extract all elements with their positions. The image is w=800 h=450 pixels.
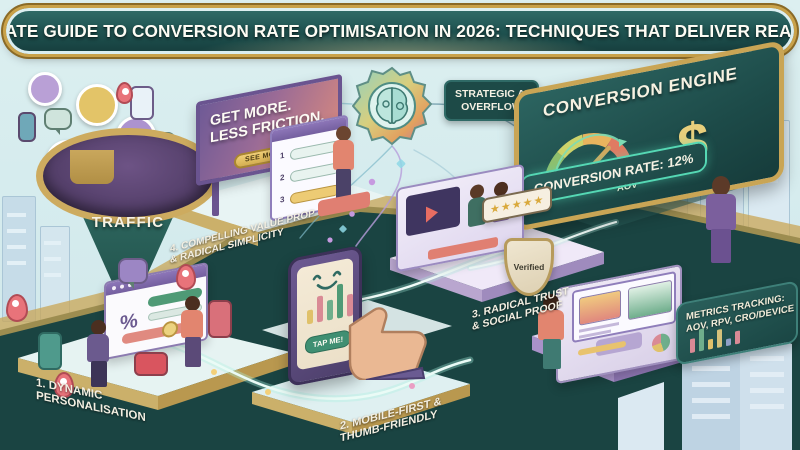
person-head: [336, 126, 351, 141]
title-glow: [190, 31, 610, 51]
page-title-banner: THE ULTIMATE GUIDE TO CONVERSION RATE OP…: [6, 8, 794, 54]
metrics-bar: [735, 330, 740, 345]
person-legs: [543, 339, 561, 369]
location-pin-icon: [176, 264, 196, 290]
person-head: [712, 176, 730, 196]
mobile-phone-icon: [18, 112, 36, 142]
avatar: [28, 72, 62, 106]
location-pin-icon: [6, 294, 28, 322]
tablet-icon: [130, 86, 154, 120]
coin-badge-icon: [162, 319, 178, 339]
form-row: 2: [280, 172, 285, 183]
form-row: 1: [280, 150, 285, 161]
funnel-bowl: [36, 128, 220, 224]
phone-bar: [327, 299, 333, 321]
monitor-screen: [572, 270, 676, 344]
person-body: [538, 310, 564, 340]
person-figure: [84, 320, 112, 387]
location-pin-icon: [116, 82, 133, 104]
person-body: [333, 140, 354, 170]
person-legs: [336, 169, 351, 201]
metrics-bar: [717, 328, 722, 348]
video-chat-icon: [44, 108, 72, 135]
area-chart-thumbnail: [579, 289, 621, 326]
metrics-bar: [708, 338, 713, 350]
window-dot: [112, 285, 116, 291]
mobile-phone-icon: [38, 332, 62, 370]
person-figure: [536, 294, 566, 369]
funnel-stem: [70, 150, 114, 184]
metrics-bar: [726, 338, 731, 347]
play-icon[interactable]: [426, 204, 438, 223]
mobile-phone-mockup: TAP ME!: [288, 244, 362, 388]
person-legs: [711, 229, 731, 263]
phone-bar: [317, 295, 323, 323]
mobile-phone-icon: [134, 352, 168, 376]
page-title: THE ULTIMATE GUIDE TO CONVERSION RATE OP…: [6, 20, 792, 41]
verified-label: Verified: [513, 262, 545, 272]
person-head: [543, 294, 559, 312]
brain-in-gear-icon: [352, 66, 432, 146]
avatar: [76, 84, 118, 126]
pointing-hand-icon: [344, 296, 430, 382]
image-thumbnail: [628, 279, 672, 321]
person-head: [185, 296, 200, 311]
form-row: 3: [280, 194, 285, 205]
billboard-leg: [212, 170, 219, 216]
window-dot: [120, 284, 124, 289]
phone-bar: [307, 309, 313, 325]
person-legs: [185, 337, 201, 367]
phone-screen: TAP ME!: [297, 257, 353, 371]
pie-chart-icon: [652, 332, 670, 354]
person-figure: [704, 176, 738, 263]
person-figure: [330, 126, 356, 202]
location-pin-icon: [54, 372, 74, 398]
phone-bar: [337, 283, 343, 319]
person-body: [181, 310, 203, 338]
person-body: [706, 194, 736, 230]
user-profile-bubble-icon: [118, 258, 148, 289]
mobile-phone-icon: [208, 300, 232, 338]
person-figure: [178, 296, 206, 368]
metrics-bar: [699, 328, 704, 352]
metrics-bar: [690, 338, 695, 354]
smiling-face-icon: [309, 267, 347, 298]
person-head: [91, 320, 106, 335]
person-legs: [91, 361, 107, 387]
person-body: [87, 334, 109, 362]
funnel-label: TRAFFIC: [91, 214, 165, 231]
